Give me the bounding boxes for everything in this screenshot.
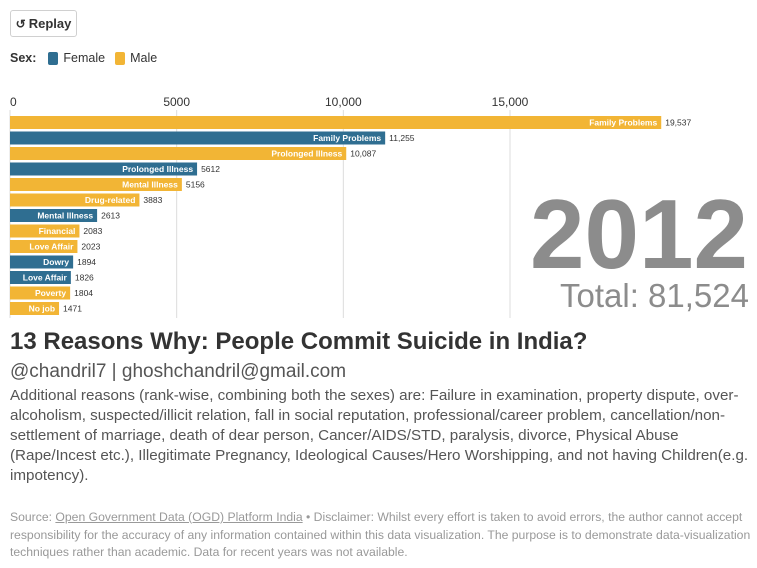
bar-label: Prolonged Illness bbox=[271, 149, 342, 159]
bar-value-label: 2613 bbox=[101, 211, 120, 221]
legend-item-male[interactable]: Male bbox=[115, 51, 157, 65]
bar-label: Drug-related bbox=[85, 195, 136, 205]
legend-swatch-female bbox=[48, 51, 59, 65]
replay-icon: ↺ bbox=[15, 16, 26, 31]
bar bbox=[10, 162, 198, 176]
bar bbox=[10, 116, 662, 129]
source-label: Source: bbox=[10, 510, 53, 524]
bar-value-label: 11,255 bbox=[389, 133, 415, 143]
page-title: 13 Reasons Why: People Commit Suicide in… bbox=[10, 328, 588, 355]
bar bbox=[10, 286, 71, 300]
bar bbox=[10, 271, 71, 284]
bar-value-label: 19,537 bbox=[665, 118, 691, 128]
bar-label: Love Affair bbox=[23, 273, 68, 283]
bar-value-label: 10,087 bbox=[350, 149, 376, 159]
footer-note: Source: Open Government Data (OGD) Platf… bbox=[10, 509, 752, 562]
bar-value-label: 1894 bbox=[77, 257, 96, 267]
bar bbox=[10, 209, 98, 222]
bar-label: Family Problems bbox=[589, 118, 657, 128]
bar-label: Prolonged Illness bbox=[122, 164, 193, 174]
legend-swatch-male bbox=[115, 51, 126, 65]
bar bbox=[10, 224, 80, 238]
legend-item-female[interactable]: Female bbox=[48, 51, 105, 65]
bar-value-label: 5612 bbox=[201, 164, 220, 174]
replay-button[interactable]: ↺ Replay bbox=[10, 10, 77, 37]
bar bbox=[10, 240, 78, 253]
bar-label: Family Problems bbox=[313, 133, 381, 143]
bar-label: Dowry bbox=[43, 257, 69, 267]
x-tick-label: 10,000 bbox=[325, 95, 362, 109]
bar bbox=[10, 193, 140, 207]
legend-label-male: Male bbox=[130, 51, 158, 65]
x-tick-label: 5000 bbox=[163, 95, 190, 109]
bar-label: Mental Illness bbox=[122, 180, 178, 190]
bar bbox=[10, 178, 182, 191]
bar-value-label: 5156 bbox=[186, 180, 205, 190]
bar-label: No job bbox=[29, 304, 55, 314]
legend-label-female: Female bbox=[63, 51, 106, 65]
legend: Sex: Female Male bbox=[10, 50, 167, 66]
description-text: Additional reasons (rank-wise, combining… bbox=[10, 387, 749, 484]
year-label: 2012 bbox=[530, 179, 748, 289]
bar-value-label: 2083 bbox=[83, 226, 102, 236]
disclaimer-text: • Disclaimer: Whilst every effort is tak… bbox=[10, 510, 751, 559]
bar-label: Mental Illness bbox=[37, 211, 93, 221]
bar-value-label: 1826 bbox=[75, 273, 94, 283]
bar-value-label: 1471 bbox=[63, 304, 82, 314]
source-link[interactable]: Open Government Data (OGD) Platform Indi… bbox=[55, 510, 303, 524]
bar-value-label: 3883 bbox=[143, 195, 162, 205]
legend-title: Sex: bbox=[10, 51, 37, 65]
total-label: Total: 81,524 bbox=[560, 277, 749, 314]
bar bbox=[10, 147, 347, 160]
replay-label: Replay bbox=[28, 16, 72, 31]
bar bbox=[10, 302, 60, 315]
bar-value-label: 2023 bbox=[81, 242, 100, 252]
x-tick-label: 0 bbox=[10, 95, 17, 109]
bar-label: Love Affair bbox=[29, 242, 74, 252]
bar bbox=[10, 255, 74, 269]
bar-value-label: 1804 bbox=[74, 288, 93, 298]
bar-label: Financial bbox=[39, 226, 76, 236]
x-tick-label: 15,000 bbox=[492, 95, 529, 109]
bar bbox=[10, 131, 386, 145]
author-subtitle: @chandril7 | ghoshchandril@gmail.com bbox=[10, 361, 347, 382]
bar-label: Poverty bbox=[35, 288, 66, 298]
